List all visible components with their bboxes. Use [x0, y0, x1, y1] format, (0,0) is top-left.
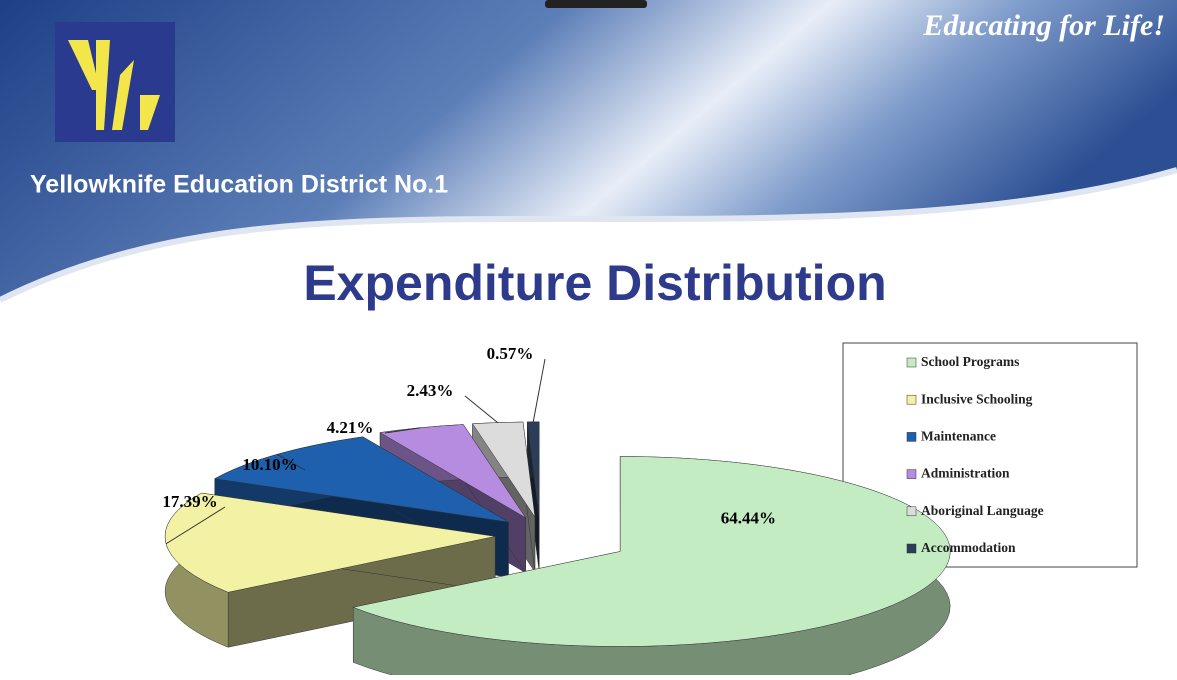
data-label: 64.44% — [721, 508, 776, 527]
pie-slice — [352, 456, 951, 647]
legend-swatch — [906, 357, 917, 368]
organization-name: Yellowknife Education District No.1 — [30, 171, 448, 199]
legend-label: Maintenance — [921, 428, 996, 443]
data-label: 17.39% — [162, 492, 217, 511]
data-label: 4.21% — [327, 418, 374, 437]
leader-line — [276, 453, 306, 471]
pie-slice — [214, 436, 509, 523]
legend-label: Inclusive Schooling — [921, 391, 1033, 406]
legend-label: Accommodation — [921, 540, 1016, 555]
leader-line — [165, 506, 226, 545]
data-label: 0.57% — [487, 344, 534, 363]
leader-line — [532, 358, 546, 422]
legend-swatch — [906, 394, 917, 405]
leader-line — [384, 427, 421, 434]
legend-swatch — [906, 469, 917, 479]
pie-slice — [526, 421, 540, 517]
data-label: 10.10% — [242, 455, 297, 474]
data-label: 2.43% — [407, 381, 454, 400]
camera-notch — [545, 0, 647, 8]
legend-swatch — [906, 543, 917, 554]
banner-swoosh — [0, 167, 1177, 303]
legend-label: Aboriginal Language — [921, 503, 1044, 518]
legend-label: Administration — [921, 466, 1010, 481]
legend-swatch — [906, 506, 917, 517]
chart-title: Expenditure Distribution — [303, 255, 886, 311]
pie-slice — [379, 424, 526, 519]
legend-swatch — [906, 432, 917, 442]
leader-line — [464, 395, 498, 423]
logo — [55, 22, 175, 142]
tagline: Educating for Life! — [922, 9, 1165, 42]
pie-slice — [472, 421, 536, 518]
legend-label: School Programs — [921, 354, 1019, 369]
pie: 64.44% 17.39% 10.10% 4.21% 2.43% 0.57% — [162, 344, 951, 680]
